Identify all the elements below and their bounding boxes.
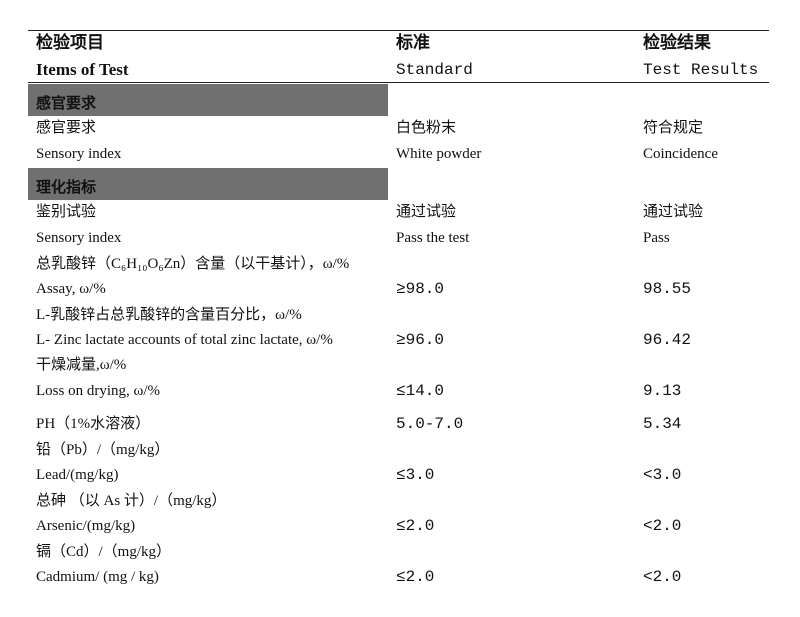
standard-cell: ≤2.0 [396,568,435,586]
result-cell: 98.55 [643,280,692,298]
standard-cell: 通过试验 [396,204,457,220]
item-cell: Arsenic/(mg/kg) [36,518,136,534]
header-rule [28,82,769,83]
section-title: 理化指标 [36,180,97,196]
item-cell: Cadmium/ (mg / kg) [36,569,159,585]
standard-cell: ≥96.0 [396,331,445,349]
section-band-physicochemical: 理化指标 [28,168,388,200]
item-cell: 感官要求 [36,120,97,136]
table-row: 感官要求 白色粉末 符合规定 [0,118,800,138]
table-row: Sensory index White powder Coincidence [0,144,800,164]
table-row: Arsenic/(mg/kg) ≤2.0 <2.0 [0,516,800,536]
item-cell: 鉴别试验 [36,204,97,220]
table-row: 鉴别试验 通过试验 通过试验 [0,202,800,222]
item-cell: Sensory index [36,146,122,162]
item-cell: Sensory index [36,230,122,246]
standard-cell: Pass the test [396,230,470,246]
table-row: Loss on drying, ω/% ≤14.0 9.13 [0,381,800,401]
table-row: L-乳酸锌占总乳酸锌的含量百分比，ω/% [0,305,800,325]
result-cell: 通过试验 [643,204,704,220]
standard-cell: ≤3.0 [396,466,435,484]
table-row: Lead/(mg/kg) ≤3.0 <3.0 [0,465,800,485]
section-title: 感官要求 [36,96,97,112]
item-cell: 总乳酸锌（C₆H₁₀O₆Zn）含量（以干基计），ω/% [36,256,350,272]
result-cell: <2.0 [643,517,682,535]
header-standard-en: Standard [396,61,473,79]
item-cell: Loss on drying, ω/% [36,383,161,399]
item-cell: 镉（Cd）/（mg/kg） [36,544,172,560]
standard-cell: ≥98.0 [396,280,445,298]
table-row: Cadmium/ (mg / kg) ≤2.0 <2.0 [0,567,800,587]
header-row-cn: 检验项目 标准 检验结果 [0,33,800,53]
standard-cell: 5.0-7.0 [396,415,464,433]
header-items-en: Items of Test [36,60,129,79]
table-row: Assay, ω/% ≥98.0 98.55 [0,279,800,299]
header-results-cn: 检验结果 [643,33,711,52]
result-cell: 9.13 [643,382,682,400]
header-items-cn: 检验项目 [36,33,104,52]
result-cell: <2.0 [643,568,682,586]
item-cell: L-乳酸锌占总乳酸锌的含量百分比，ω/% [36,307,302,323]
standard-cell: ≤14.0 [396,382,445,400]
item-cell: Lead/(mg/kg) [36,467,119,483]
table-row: L- Zinc lactate accounts of total zinc l… [0,330,800,350]
top-rule [28,30,769,31]
table-row: 铅（Pb）/（mg/kg） [0,440,800,460]
standard-cell: 白色粉末 [396,120,457,136]
section-band-sensory: 感官要求 [28,84,388,116]
table-row: 总砷 （以 As 计）/（mg/kg） [0,491,800,511]
result-cell: Coincidence [643,146,718,162]
standard-cell: ≤2.0 [396,517,435,535]
result-cell: 96.42 [643,331,692,349]
item-cell: 铅（Pb）/（mg/kg） [36,442,170,458]
item-cell: 总砷 （以 As 计）/（mg/kg） [36,493,227,509]
table-row: 镉（Cd）/（mg/kg） [0,542,800,562]
header-standard-cn: 标准 [396,33,430,52]
table-row: 干燥减量,ω/% [0,355,800,375]
item-cell: L- Zinc lactate accounts of total zinc l… [36,332,333,348]
header-row-en: Items of Test Standard Test Results [0,60,800,80]
standard-cell: White powder [396,146,482,162]
table-row: PH（1%水溶液） 5.0-7.0 5.34 [0,414,800,434]
table-row: Sensory index Pass the test Pass [0,228,800,248]
result-cell: Pass [643,230,670,246]
table-row: 总乳酸锌（C₆H₁₀O₆Zn）含量（以干基计），ω/% [0,254,800,274]
item-cell: Assay, ω/% [36,281,106,297]
result-cell: <3.0 [643,466,682,484]
item-cell: 干燥减量,ω/% [36,357,127,373]
header-results-en: Test Results [643,61,759,79]
result-cell: 符合规定 [643,120,704,136]
result-cell: 5.34 [643,415,682,433]
item-cell: PH（1%水溶液） [36,416,151,432]
